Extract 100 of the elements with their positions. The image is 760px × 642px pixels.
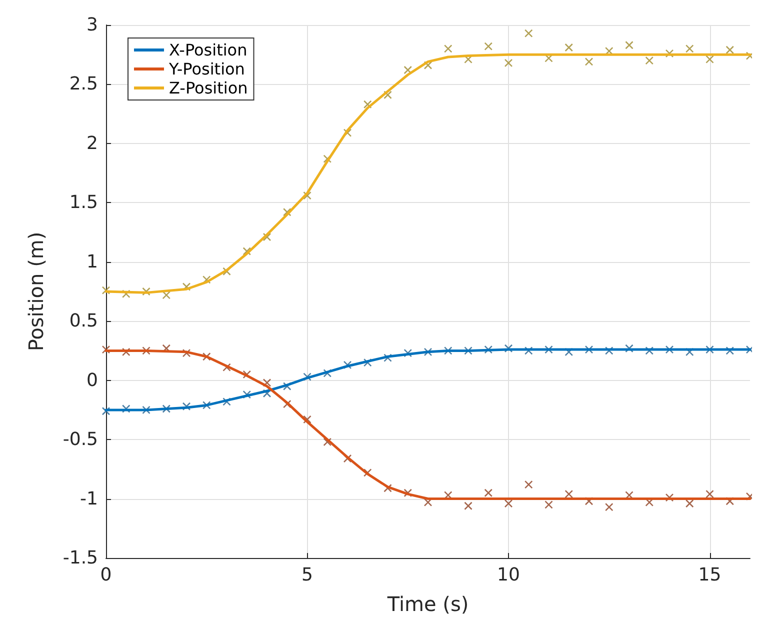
point (625, 40, 634, 50)
point (484, 345, 493, 354)
point (242, 390, 252, 399)
point (242, 247, 252, 256)
y-tick-label: 0 (86, 370, 98, 391)
point (604, 502, 614, 512)
x-tick-label: 5 (302, 564, 313, 586)
point (504, 499, 513, 508)
x-tick-label: 15 (698, 564, 722, 586)
point (564, 490, 574, 498)
point (202, 401, 211, 410)
point (685, 44, 694, 53)
y-tick-label: -1.5 (62, 548, 98, 568)
point (282, 208, 292, 216)
legend-label: Y-Position (168, 60, 245, 78)
point (222, 398, 231, 406)
point (404, 66, 412, 74)
point (564, 43, 574, 52)
point (404, 348, 412, 358)
point (424, 498, 432, 506)
point (262, 389, 272, 398)
legend-label: Z-Position (169, 78, 248, 98)
point (645, 346, 654, 355)
point (544, 345, 553, 354)
point (726, 346, 734, 355)
y-tick-label: 1 (86, 251, 98, 272)
point (685, 499, 694, 508)
point (162, 404, 171, 413)
point (665, 49, 674, 58)
point (384, 354, 392, 362)
point (504, 58, 513, 68)
y-tick-label: 3 (86, 14, 98, 36)
point (524, 480, 533, 489)
point (424, 61, 432, 70)
point (685, 348, 694, 356)
point (343, 128, 352, 137)
point (384, 90, 392, 100)
point (222, 267, 231, 276)
y-tick-label: -0.5 (62, 429, 98, 450)
point (544, 500, 553, 509)
point (706, 55, 714, 64)
point (102, 286, 110, 294)
point (706, 490, 714, 498)
y-tick-label: 0.5 (69, 310, 98, 332)
point (363, 100, 372, 109)
point (102, 406, 110, 416)
point (564, 348, 574, 356)
x-tick-label: 0 (100, 564, 112, 586)
point (726, 46, 734, 54)
point (444, 346, 452, 355)
point (604, 346, 614, 355)
point (484, 42, 493, 50)
point (424, 348, 432, 356)
y-axis-title: Position (m) (24, 232, 48, 352)
line-series (104, 349, 752, 500)
point (464, 502, 472, 510)
point (464, 346, 472, 355)
point (665, 345, 674, 354)
point (584, 345, 594, 354)
point (142, 287, 150, 296)
point (524, 29, 533, 38)
point (645, 56, 654, 65)
point (303, 191, 312, 200)
point (282, 382, 292, 390)
point (202, 276, 211, 284)
line-series (104, 348, 752, 412)
y-tick-label: 2.5 (69, 74, 98, 95)
y-tick-label: -1 (80, 488, 98, 510)
point (323, 369, 332, 378)
point (122, 404, 130, 413)
y-tick-label: 1.5 (69, 192, 98, 214)
point (343, 360, 352, 370)
point (524, 346, 533, 355)
point (182, 402, 191, 411)
x-axis-title: Time (s) (386, 592, 469, 616)
point (484, 488, 493, 498)
point (504, 344, 513, 353)
point (323, 438, 332, 446)
point (625, 344, 634, 353)
point (182, 282, 191, 291)
point (262, 378, 272, 387)
point (162, 290, 171, 300)
point (202, 352, 211, 361)
point (706, 345, 714, 354)
point (444, 44, 452, 53)
point (142, 346, 150, 355)
point (142, 406, 150, 414)
point (262, 232, 272, 242)
point (122, 348, 130, 356)
point (363, 358, 372, 367)
x-tick-label: 10 (497, 564, 520, 586)
y-tick-label: 2 (86, 132, 98, 154)
point (665, 493, 674, 502)
point (584, 58, 594, 66)
point (122, 290, 130, 298)
point (303, 415, 312, 424)
point (404, 488, 412, 498)
legend-label: X-Position (169, 40, 248, 60)
point (182, 348, 191, 358)
point (102, 345, 110, 354)
